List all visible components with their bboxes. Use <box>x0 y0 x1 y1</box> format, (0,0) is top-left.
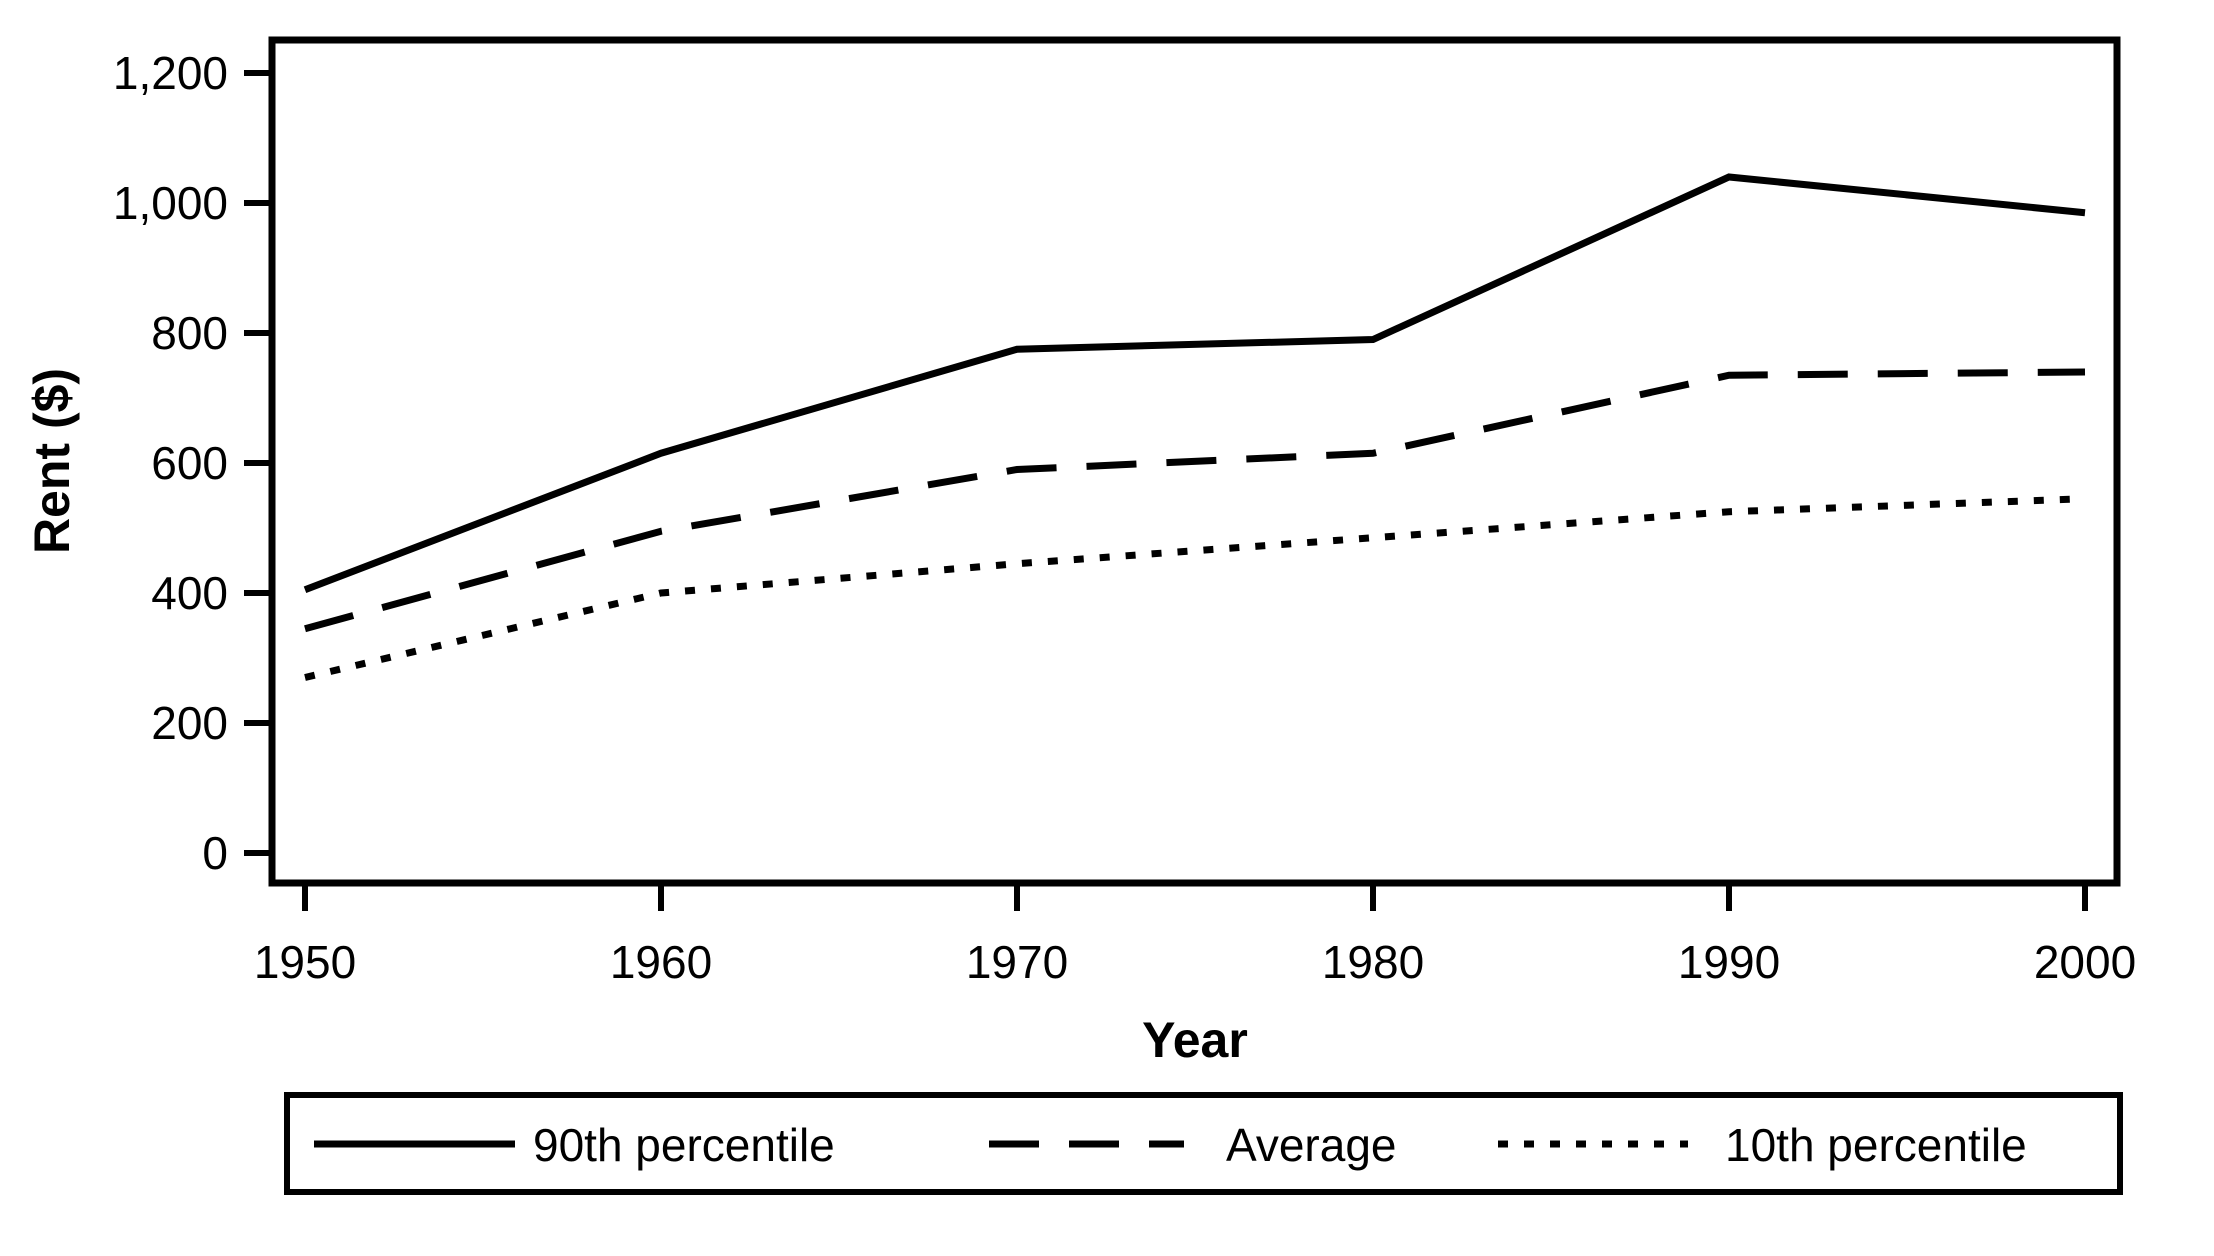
x-tick-label: 2000 <box>2034 936 2136 988</box>
y-tick-label: 1,000 <box>113 177 228 229</box>
y-tick-label: 200 <box>151 697 228 749</box>
x-axis: 1950 1960 1970 1980 1990 2000 <box>254 883 2136 988</box>
x-tick-label: 1990 <box>1678 936 1780 988</box>
legend-label-10th-percentile: 10th percentile <box>1725 1119 2027 1171</box>
x-tick-label: 1960 <box>610 936 712 988</box>
x-axis-title: Year <box>1142 1012 1248 1068</box>
y-tick-label: 400 <box>151 567 228 619</box>
legend-box <box>284 1092 2123 1195</box>
y-axis-title: Rent ($) <box>24 368 80 554</box>
legend-label-90th-percentile: 90th percentile <box>533 1119 835 1171</box>
legend: 90th percentile Average 10th percentile <box>284 1092 2123 1195</box>
y-tick-label: 600 <box>151 437 228 489</box>
x-tick-label: 1950 <box>254 936 356 988</box>
series-line-average <box>304 368 2086 633</box>
x-tick-label: 1970 <box>966 936 1068 988</box>
series-line-90th-percentile <box>303 173 2086 594</box>
y-tick-label: 800 <box>151 307 228 359</box>
series-line-10th-percentile <box>304 495 2086 681</box>
chart-series <box>303 173 2086 681</box>
y-axis: 0 200 400 600 800 1,000 1,200 <box>113 47 272 879</box>
x-tick-label: 1980 <box>1322 936 1424 988</box>
y-tick-label: 1,200 <box>113 47 228 99</box>
legend-entries: 90th percentile Average 10th percentile <box>314 1119 2027 1171</box>
legend-label-average: Average <box>1226 1119 1397 1171</box>
y-tick-label: 0 <box>202 827 228 879</box>
